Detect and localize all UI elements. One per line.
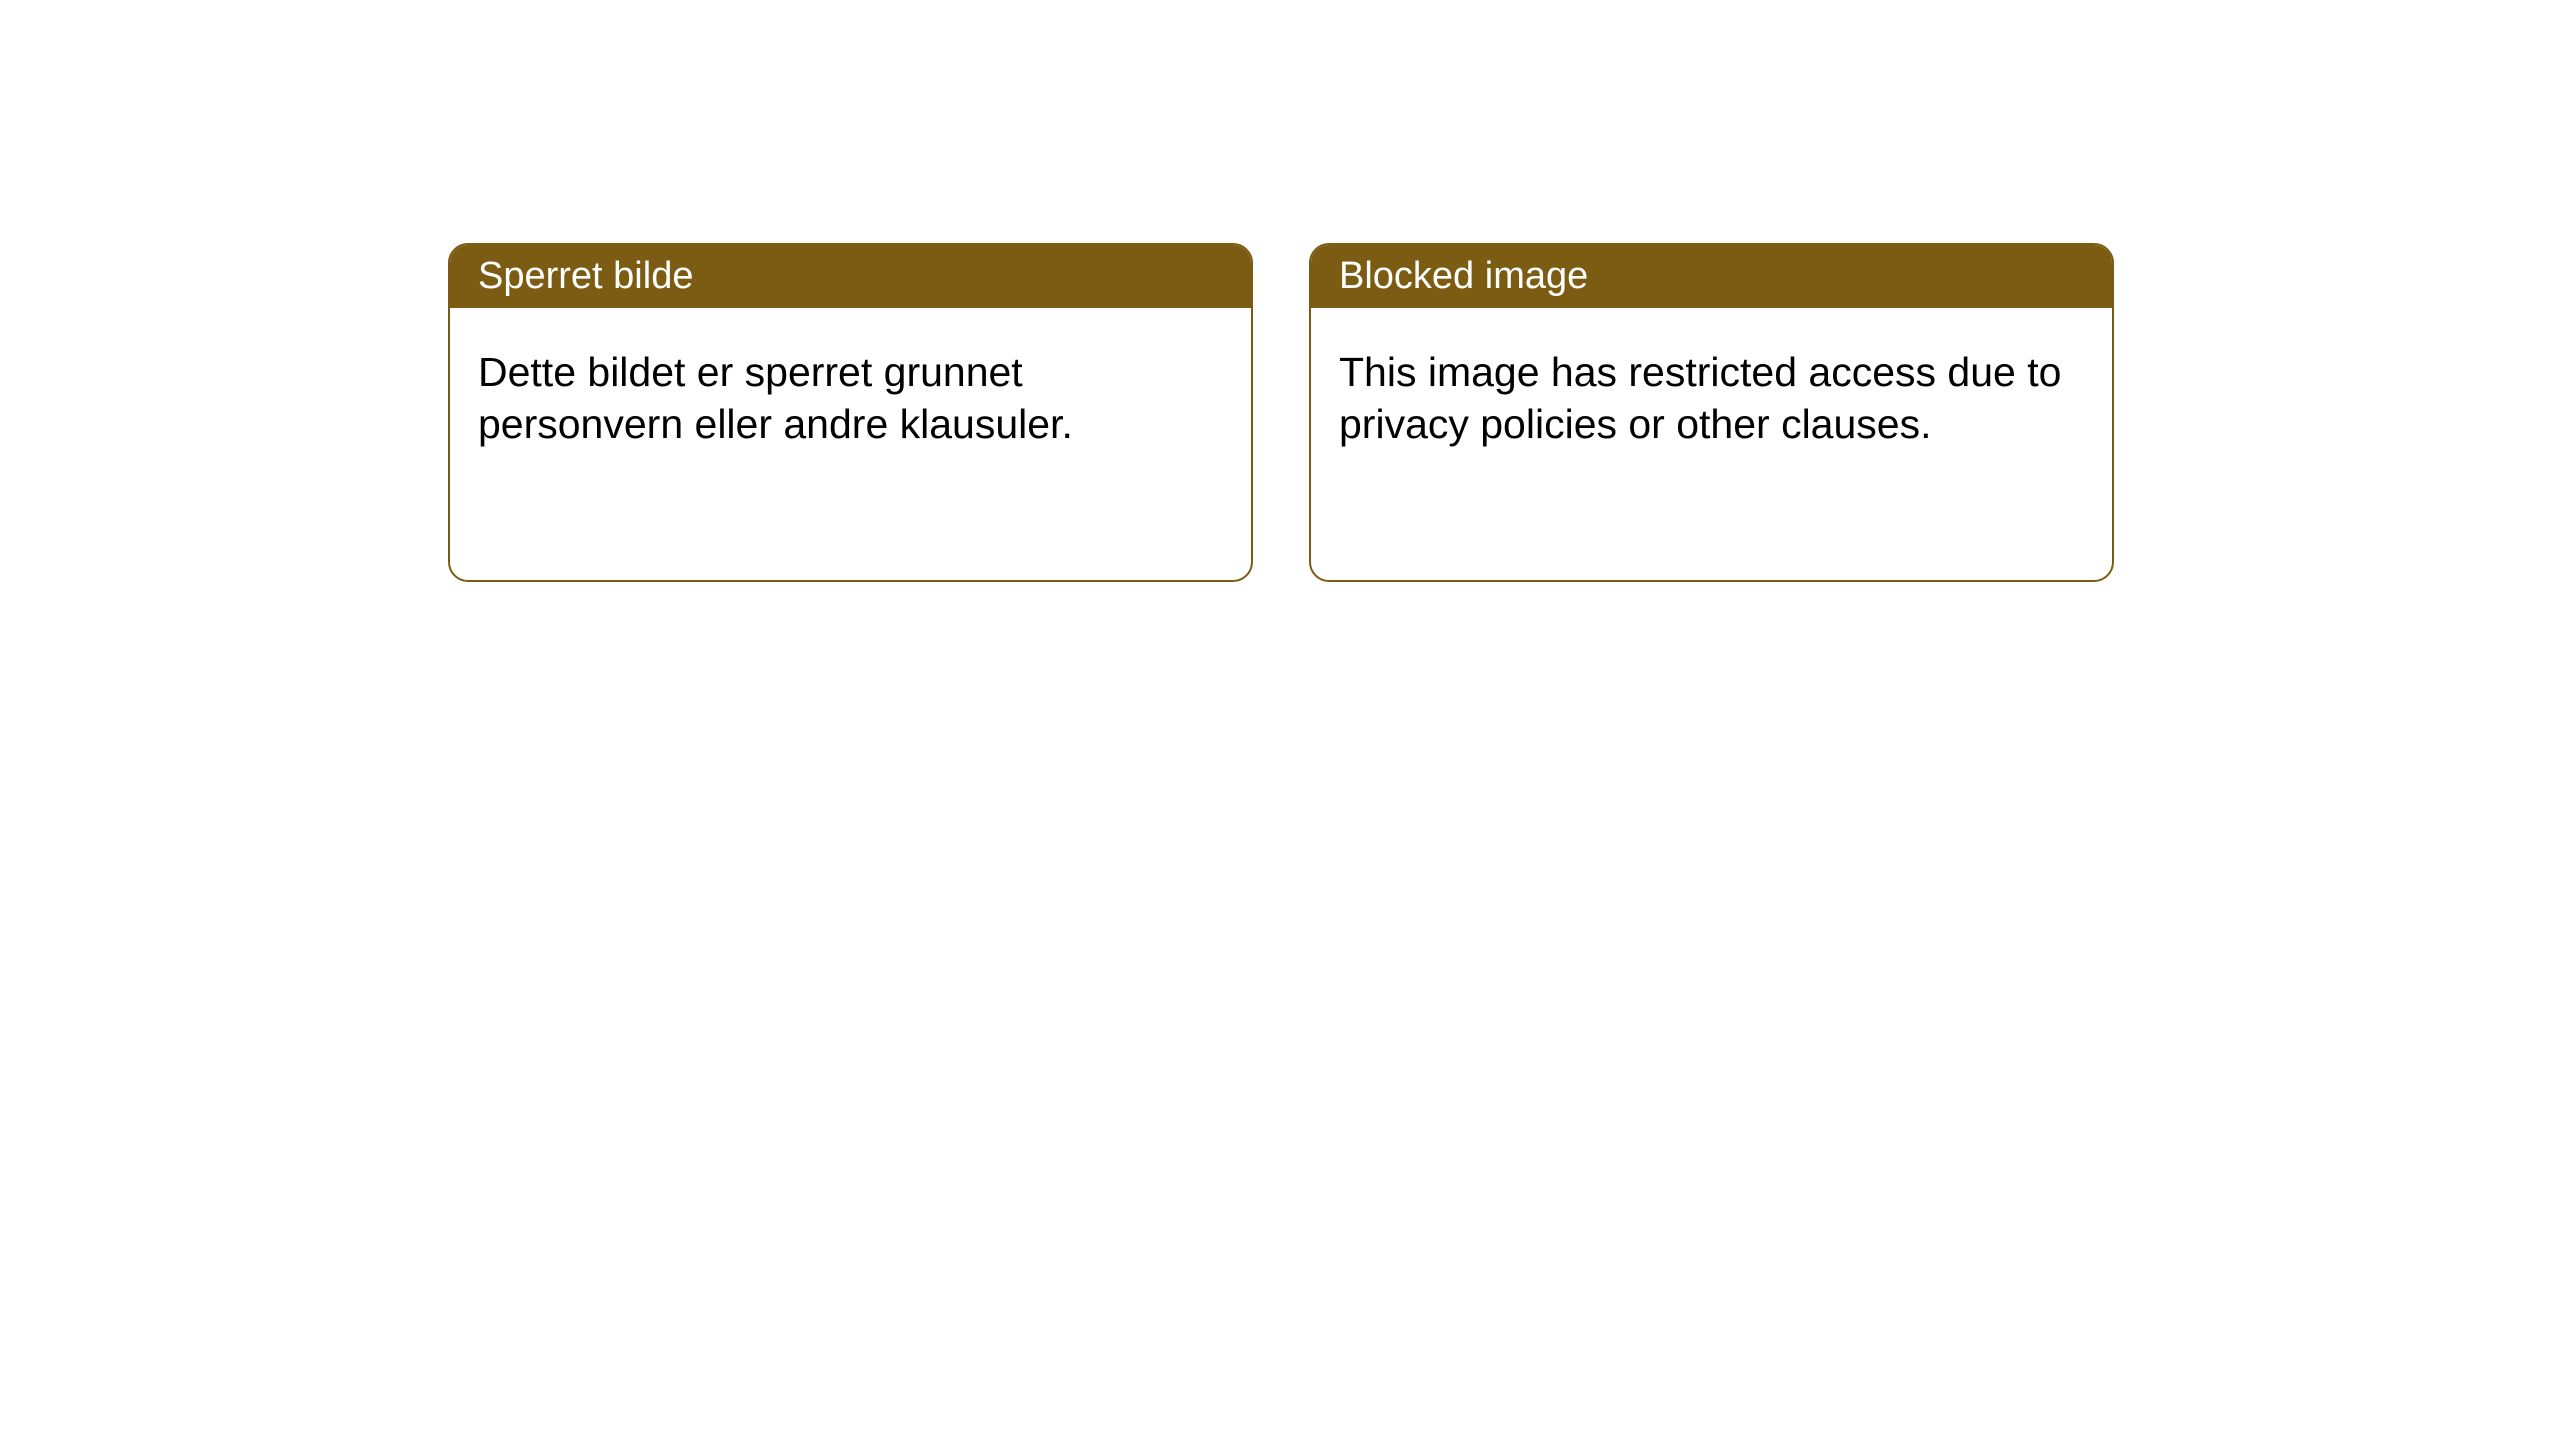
- card-body: This image has restricted access due to …: [1311, 308, 2112, 580]
- blocked-image-card-no: Sperret bilde Dette bildet er sperret gr…: [448, 243, 1253, 582]
- card-header: Sperret bilde: [450, 245, 1251, 308]
- blocked-image-card-en: Blocked image This image has restricted …: [1309, 243, 2114, 582]
- card-header: Blocked image: [1311, 245, 2112, 308]
- cards-container: Sperret bilde Dette bildet er sperret gr…: [0, 0, 2560, 582]
- card-title: Sperret bilde: [478, 255, 693, 297]
- card-title: Blocked image: [1339, 255, 1588, 297]
- card-body-text: This image has restricted access due to …: [1339, 349, 2061, 447]
- card-body: Dette bildet er sperret grunnet personve…: [450, 308, 1251, 580]
- card-body-text: Dette bildet er sperret grunnet personve…: [478, 349, 1073, 447]
